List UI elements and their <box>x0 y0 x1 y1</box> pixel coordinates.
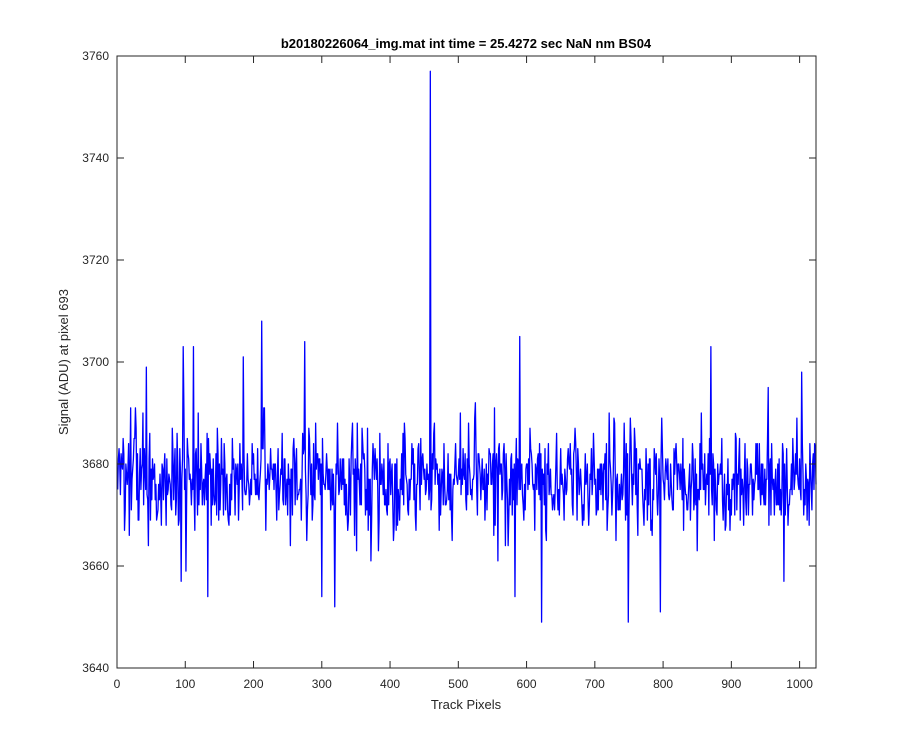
y-tick-label: 3740 <box>82 151 109 165</box>
y-tick-label: 3720 <box>82 253 109 267</box>
x-tick-label: 900 <box>721 677 741 691</box>
x-tick-label: 800 <box>653 677 673 691</box>
y-axis-label: Signal (ADU) at pixel 693 <box>56 289 71 435</box>
x-axis-label: Track Pixels <box>431 697 502 712</box>
chart-title: b20180226064_img.mat int time = 25.4272 … <box>281 36 652 51</box>
signal-series-line <box>117 70 817 623</box>
axes-background <box>117 56 816 668</box>
x-tick-label: 200 <box>244 677 264 691</box>
tick-layer: 0 100 200 300 400 500 600 700 800 900 1000 3640 3660… <box>82 49 816 691</box>
y-tick-label: 3760 <box>82 49 109 63</box>
x-tick-label: 0 <box>114 677 121 691</box>
series-layer <box>117 70 817 623</box>
x-tick-label: 700 <box>585 677 605 691</box>
x-tick-label: 500 <box>448 677 468 691</box>
axes-box <box>116 55 817 669</box>
x-tick-label: 100 <box>175 677 195 691</box>
x-tick-label: 600 <box>517 677 537 691</box>
y-tick-label: 3700 <box>82 355 109 369</box>
x-tick-label: 400 <box>380 677 400 691</box>
y-tick-label: 3680 <box>82 457 109 471</box>
y-tick-label: 3660 <box>82 559 109 573</box>
x-tick-label: 1000 <box>786 677 813 691</box>
y-tick-label: 3640 <box>82 661 109 675</box>
x-tick-label: 300 <box>312 677 332 691</box>
